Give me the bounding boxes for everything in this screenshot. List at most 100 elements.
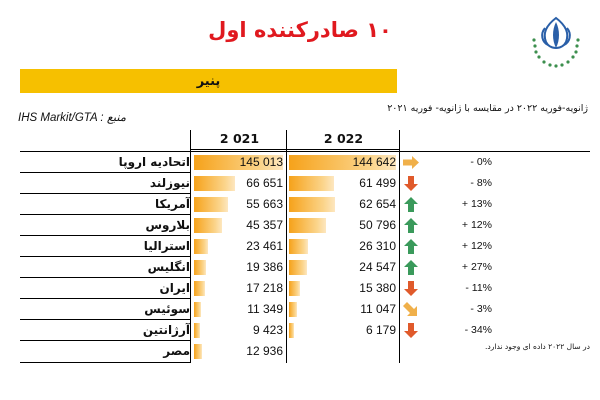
trend-up-arrow-icon xyxy=(402,196,420,213)
bar-2021 xyxy=(194,302,201,317)
bar-2022 xyxy=(289,239,308,254)
chart-subtitle: ژانویه-فوریه ۲۰۲۲ در مقایسه با ژانویه- ف… xyxy=(387,103,588,114)
value-2022: 24 547 xyxy=(359,260,396,274)
value-2021: 23 461 xyxy=(246,239,283,253)
trend-down-arrow-icon xyxy=(402,175,420,192)
table-row: انگلیس 19 386 24 547 + 27% xyxy=(20,257,590,278)
country-label: نیوزلند xyxy=(149,176,190,190)
bar-2022 xyxy=(289,281,300,296)
cell-2022: 24 547 xyxy=(288,259,399,276)
country-label: استرالیا xyxy=(143,239,190,253)
value-2021: 11 349 xyxy=(247,302,283,316)
row-divider xyxy=(20,277,190,278)
cell-2022: 6 179 xyxy=(288,322,399,339)
tulip-wreath-logo-icon xyxy=(532,16,580,68)
column-header-2021: 2 021 xyxy=(219,131,260,146)
bar-2022 xyxy=(289,218,326,233)
cell-2022: 15 380 xyxy=(288,280,399,297)
bar-2022 xyxy=(289,176,334,191)
country-label: ایران xyxy=(159,281,190,295)
row-divider xyxy=(20,214,190,215)
value-2021: 19 386 xyxy=(246,260,283,274)
value-2021: 145 013 xyxy=(239,155,283,169)
trend-flat-arrow-icon xyxy=(402,154,420,171)
cell-2022: 26 310 xyxy=(288,238,399,255)
column-divider xyxy=(399,130,400,363)
value-2022: 6 179 xyxy=(365,323,396,337)
value-2022: 61 499 xyxy=(359,176,396,190)
bar-2021 xyxy=(194,176,235,191)
table-row: اتحادیه اروپا 145 013 144 642 - 0% xyxy=(20,152,590,173)
table-row: نیوزلند 66 651 61 499 - 8% xyxy=(20,173,590,194)
footnote: در سال ۲۰۲۲ داده ای وجود ندارد. xyxy=(485,342,590,351)
change-percent: - 3% xyxy=(470,303,492,315)
row-divider xyxy=(20,193,190,194)
row-divider xyxy=(20,319,190,320)
change-percent: + 13% xyxy=(461,198,492,210)
bar-2022 xyxy=(289,323,294,338)
change-percent: + 12% xyxy=(461,240,492,252)
country-label: بلاروس xyxy=(145,218,190,232)
table-row: مصر 12 936 xyxy=(20,341,590,362)
source-label: IHS Markit/GTA : منبع xyxy=(18,112,127,124)
row-divider xyxy=(20,235,190,236)
bar-2021 xyxy=(194,239,208,254)
cell-2021: 17 218 xyxy=(193,280,286,297)
bar-2022 xyxy=(289,302,297,317)
trend-down-arrow-icon xyxy=(402,280,420,297)
bar-2021 xyxy=(194,155,283,170)
bar-2021 xyxy=(194,281,205,296)
value-2022: 62 654 xyxy=(359,197,396,211)
value-2022: 15 380 xyxy=(359,281,396,295)
cell-2021: 9 423 xyxy=(193,322,286,339)
country-label: مصر xyxy=(163,344,190,358)
cell-2021: 19 386 xyxy=(193,259,286,276)
change-percent: - 0% xyxy=(470,156,492,168)
change-percent: - 8% xyxy=(470,177,492,189)
table-row: سوئیس 11 349 11 047 - 3% xyxy=(20,299,590,320)
cell-2022: 61 499 xyxy=(288,175,399,192)
row-divider xyxy=(20,340,190,341)
cell-2021: 11 349 xyxy=(193,301,286,318)
table-row: آرژانتین 9 423 6 179 - 34% xyxy=(20,320,590,341)
value-2022: 144 642 xyxy=(352,155,396,169)
value-2021: 9 423 xyxy=(252,323,283,337)
table-row: آمریکا 55 663 62 654 + 13% xyxy=(20,194,590,215)
change-percent: - 11% xyxy=(465,282,492,294)
country-label: انگلیس xyxy=(147,260,190,274)
bar-2021 xyxy=(194,197,228,212)
bar-2021 xyxy=(194,218,222,233)
value-2022: 50 796 xyxy=(359,218,396,232)
row-divider xyxy=(20,172,190,173)
column-header-2022: 2 022 xyxy=(323,131,364,146)
trend-up-arrow-icon xyxy=(402,217,420,234)
country-label: سوئیس xyxy=(144,302,190,316)
cell-2022: 62 654 xyxy=(288,196,399,213)
column-divider xyxy=(190,130,191,363)
country-label: اتحادیه اروپا xyxy=(118,155,190,169)
cell-2021: 23 461 xyxy=(193,238,286,255)
value-2021: 66 651 xyxy=(246,176,283,190)
table-row: بلاروس 45 357 50 796 + 12% xyxy=(20,215,590,236)
header-divider xyxy=(190,149,400,150)
cell-2021: 145 013 xyxy=(193,154,286,171)
bar-2021 xyxy=(194,260,206,275)
bar-2022 xyxy=(289,197,335,212)
cell-2021: 45 357 xyxy=(193,217,286,234)
trend-down-right-arrow-icon xyxy=(402,301,420,318)
value-2022: 26 310 xyxy=(359,239,396,253)
table-row: استرالیا 23 461 26 310 + 12% xyxy=(20,236,590,257)
cell-2021: 55 663 xyxy=(193,196,286,213)
cell-2021: 66 651 xyxy=(193,175,286,192)
row-divider xyxy=(20,256,190,257)
product-header: پنیر xyxy=(20,69,397,93)
table-row: ایران 17 218 15 380 - 11% xyxy=(20,278,590,299)
row-divider xyxy=(20,298,190,299)
bar-2021 xyxy=(194,323,200,338)
country-label: آرژانتین xyxy=(142,323,190,337)
trend-down-arrow-icon xyxy=(402,322,420,339)
cell-2022: 144 642 xyxy=(288,154,399,171)
value-2021: 45 357 xyxy=(246,218,283,232)
bar-2022 xyxy=(289,260,307,275)
change-percent: + 12% xyxy=(461,219,492,231)
